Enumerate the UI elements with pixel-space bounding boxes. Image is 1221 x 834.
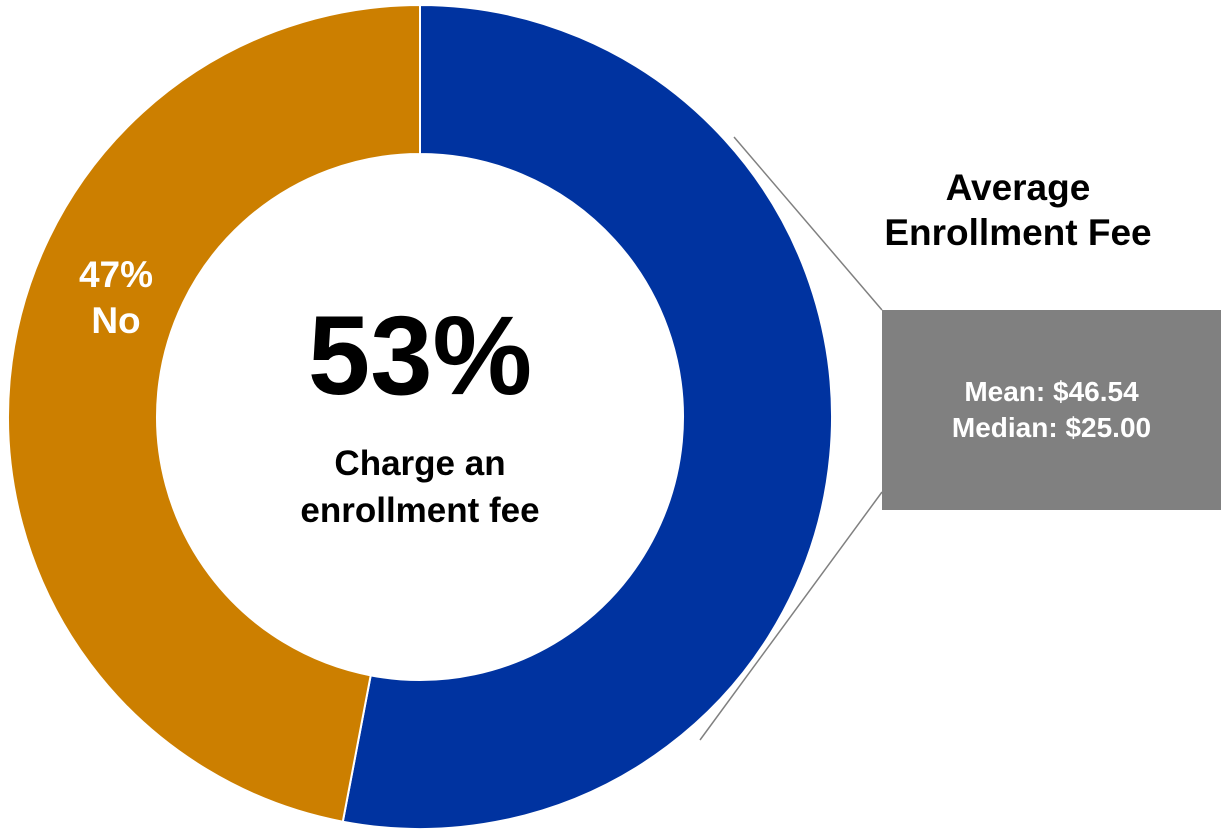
callout-connector-top [733, 136, 883, 311]
no-slice-percent: 47% [78, 254, 154, 295]
center-description: Charge an enrollment fee [240, 440, 600, 535]
donut-slice-no [7, 3, 421, 823]
center-percent: 53% [307, 293, 533, 418]
center-description-line1: Charge an [334, 444, 506, 483]
no-slice-text: No [91, 300, 141, 342]
donut-slices [7, 3, 833, 830]
fee-stats-box: Mean: $46.54 Median: $25.00 [882, 310, 1221, 510]
mean-fee: Mean: $46.54 [964, 375, 1139, 407]
donut-slice-yes [341, 3, 833, 830]
callout-title: Average Enrollment Fee [828, 165, 1208, 255]
callout-title-line2: Enrollment Fee [884, 212, 1152, 254]
center-description-line2: enrollment fee [300, 491, 540, 531]
median-fee: Median: $25.00 [951, 412, 1152, 443]
callout-title-line1: Average [945, 167, 1091, 208]
no-slice-label: 47% No [46, 252, 186, 345]
callout-connector-bottom [699, 491, 883, 741]
